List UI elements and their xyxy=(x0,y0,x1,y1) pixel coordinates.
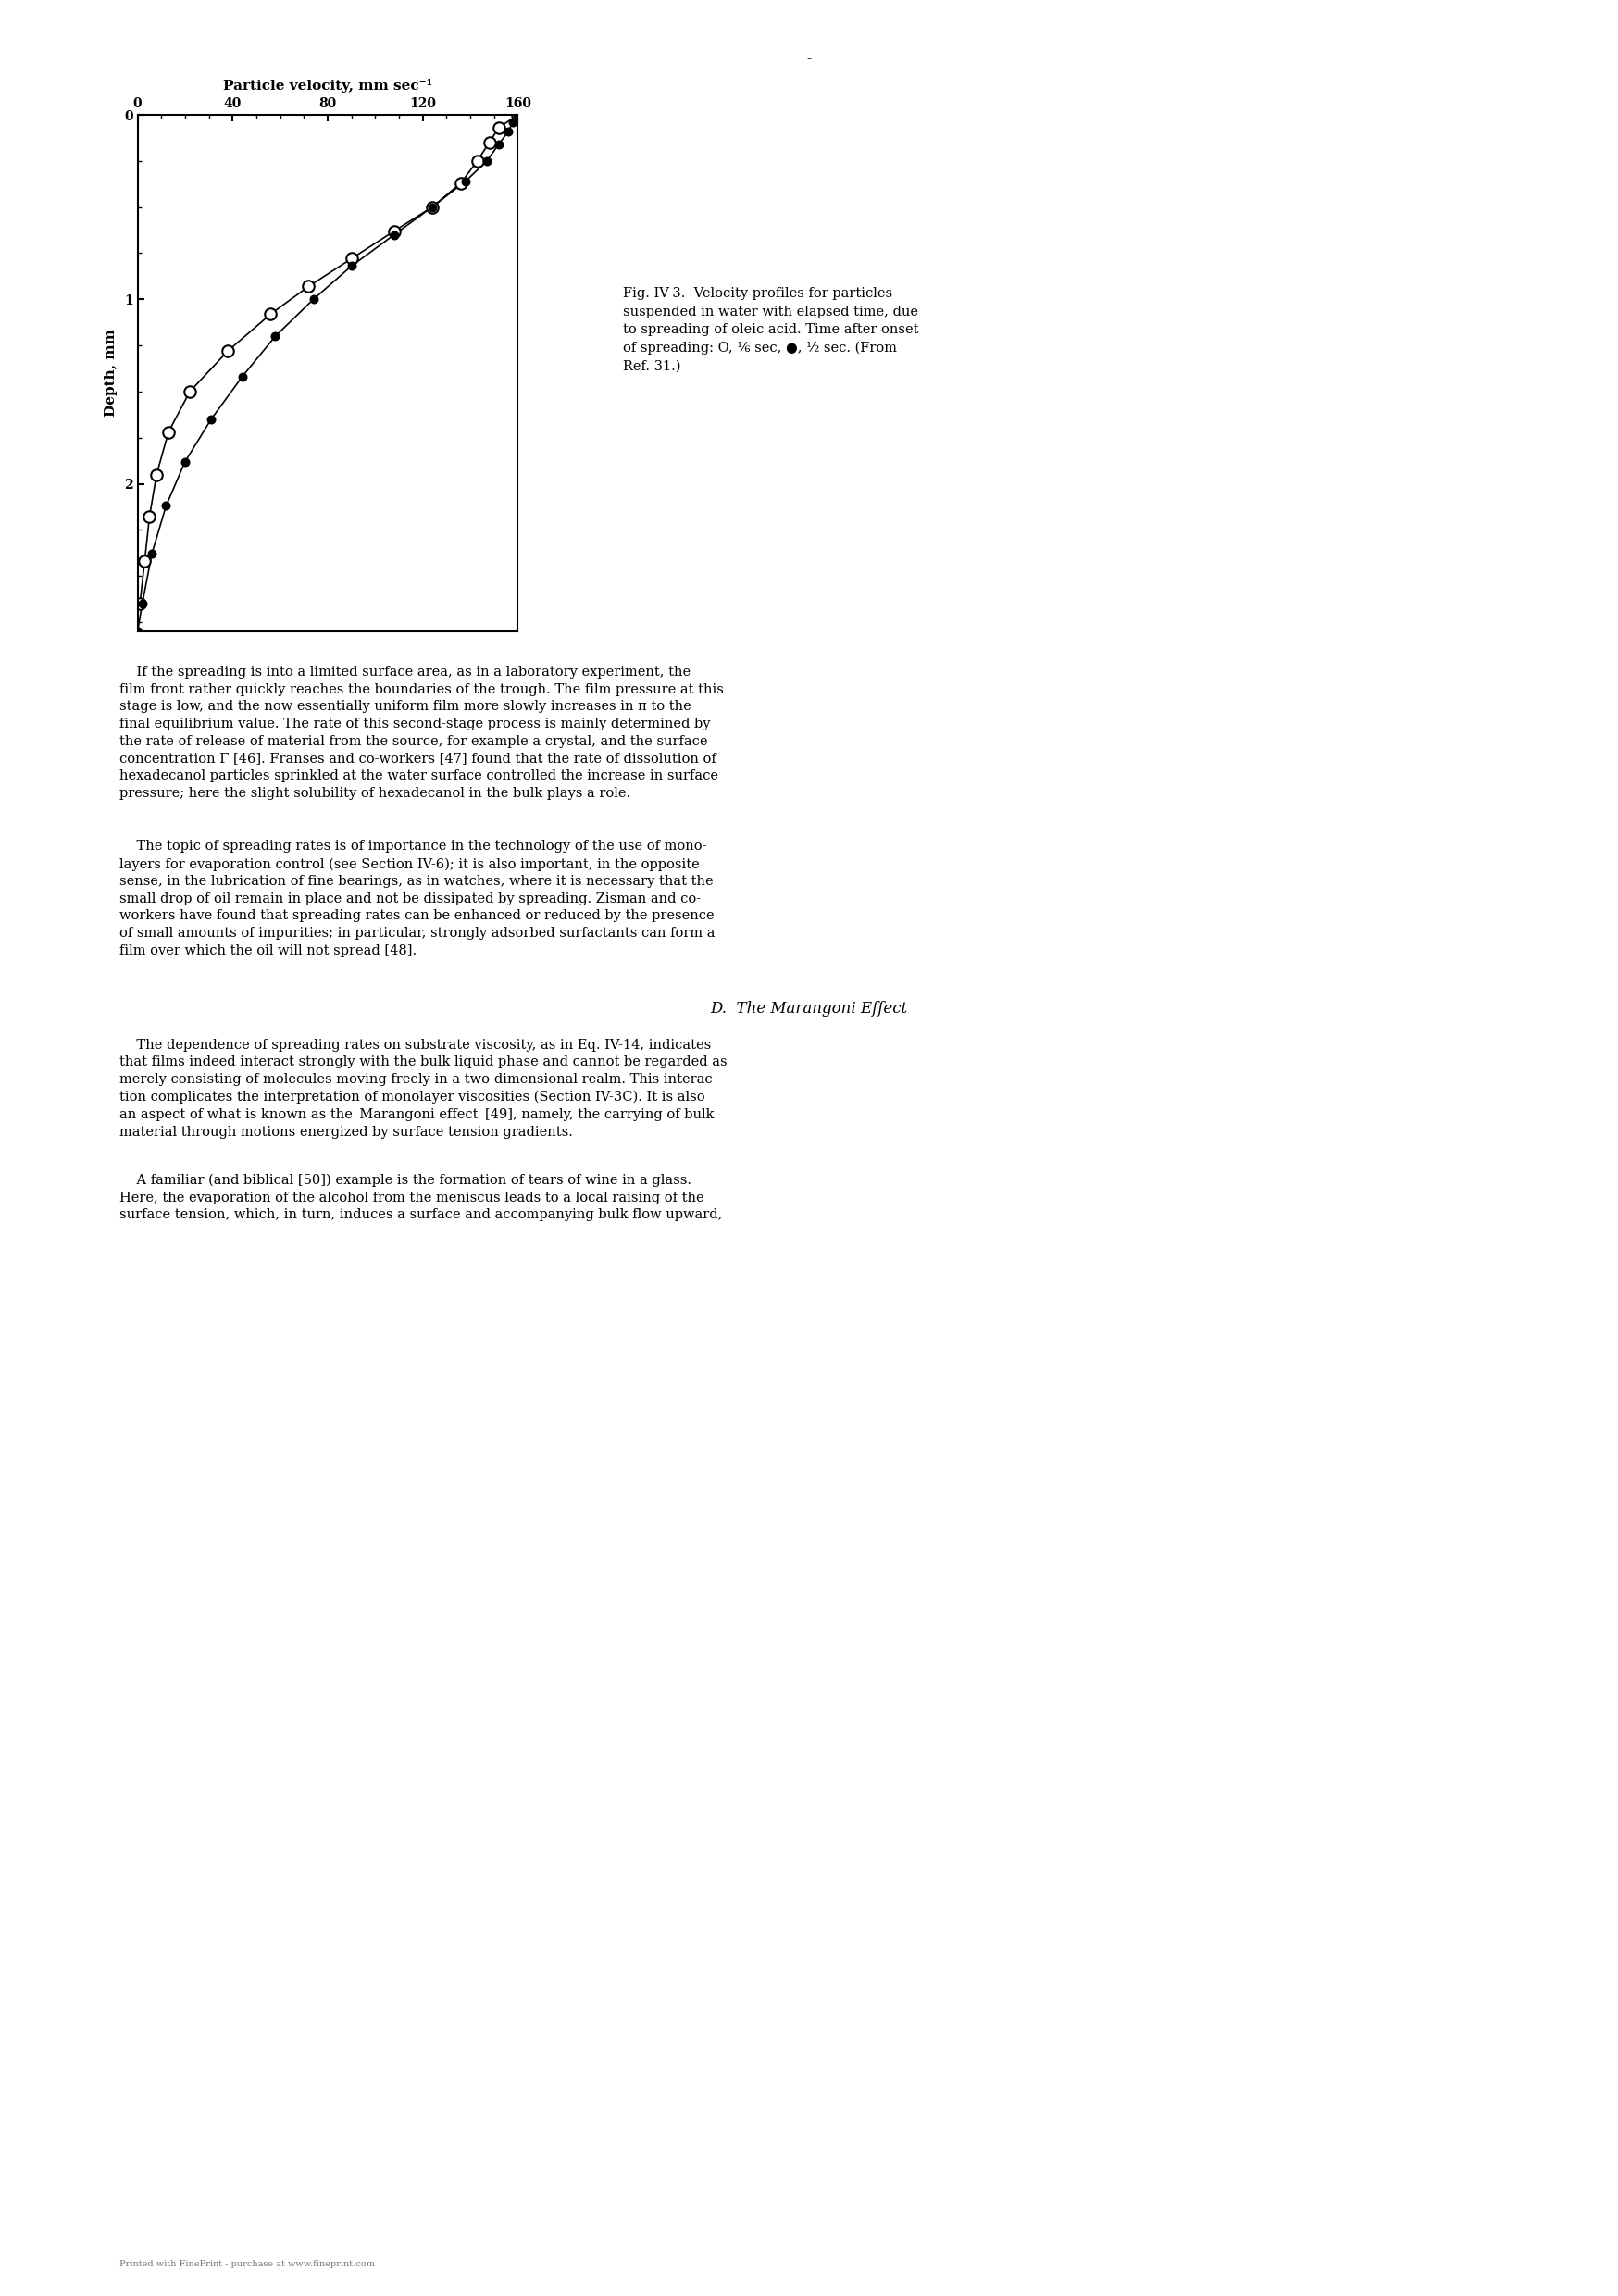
Text: A familiar (and biblical [50]) example is the formation of tears of wine in a gl: A familiar (and biblical [50]) example i… xyxy=(120,1173,723,1221)
Text: -: - xyxy=(807,53,811,67)
Text: Fig. IV-3.  Velocity profiles for particles
suspended in water with elapsed time: Fig. IV-3. Velocity profiles for particl… xyxy=(623,287,919,372)
Text: The dependence of spreading rates on substrate viscosity, as in Eq. IV-14, indic: The dependence of spreading rates on sub… xyxy=(120,1038,728,1139)
Text: Printed with FinePrint - purchase at www.fineprint.com: Printed with FinePrint - purchase at www… xyxy=(120,2259,375,2268)
Text: If the spreading is into a limited surface area, as in a laboratory experiment, : If the spreading is into a limited surfa… xyxy=(120,666,723,799)
Text: D.  The Marangoni Effect: D. The Marangoni Effect xyxy=(710,1001,908,1017)
Y-axis label: Depth, mm: Depth, mm xyxy=(105,328,118,418)
X-axis label: Particle velocity, mm sec⁻¹: Particle velocity, mm sec⁻¹ xyxy=(223,78,432,92)
Text: The topic of spreading rates is of importance in the technology of the use of mo: The topic of spreading rates is of impor… xyxy=(120,840,715,957)
